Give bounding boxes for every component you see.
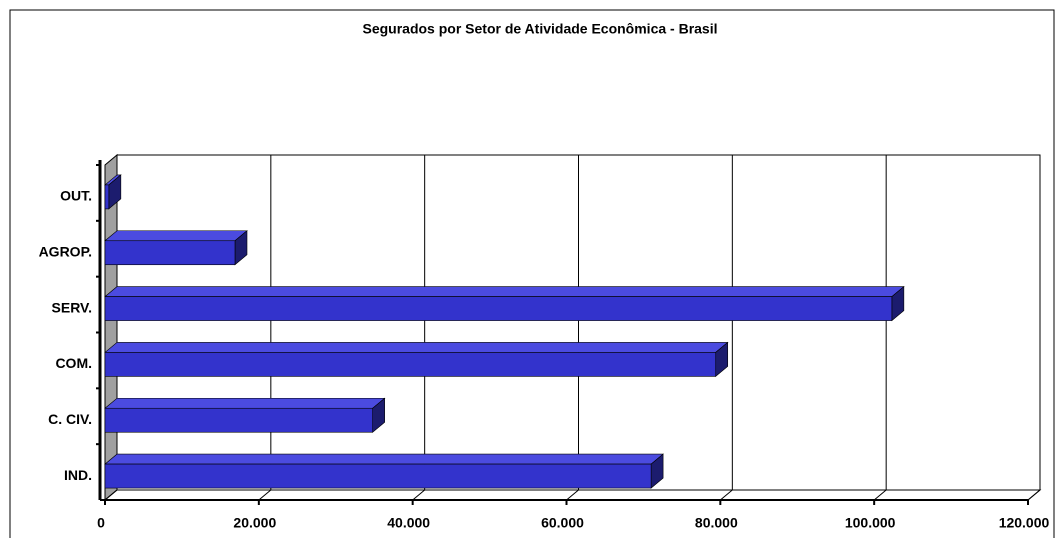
bar-top [104,342,729,353]
y-tick-label: OUT. [60,188,92,204]
grid-line [258,489,272,501]
x-tick-label: 60.000 [541,515,584,531]
chart-frame [9,9,1055,538]
grid-line [873,489,887,501]
grid-line [1027,489,1041,501]
grid-line [104,489,118,501]
y-tick-label: COM. [55,355,92,371]
y-tick-label: SERV. [52,299,92,315]
x-tick-label: 40.000 [387,515,430,531]
bar [104,296,893,321]
bar-top [104,397,386,409]
y-tick-label: IND. [64,467,92,483]
bar [104,184,110,210]
bar-top [104,286,905,297]
x-tick-label: 20.000 [233,515,276,531]
chart-title: Segurados por Setor de Atividade Econômi… [362,21,717,37]
y-tick-label: C. CIV. [48,411,92,427]
x-tick-label: 100.000 [845,515,896,531]
x-tick-label: 0 [97,515,105,531]
x-tick-label: 120.000 [999,515,1050,531]
bar-top [104,230,248,242]
bar-top [104,453,664,465]
x-tick-label: 80.000 [695,515,738,531]
grid-line [412,489,425,501]
y-tick-label: AGROP. [39,243,92,259]
bar [104,463,652,489]
bar [104,352,717,377]
grid-line [720,489,733,501]
grid-line [566,489,579,501]
bar [104,240,236,266]
bar [104,407,373,433]
